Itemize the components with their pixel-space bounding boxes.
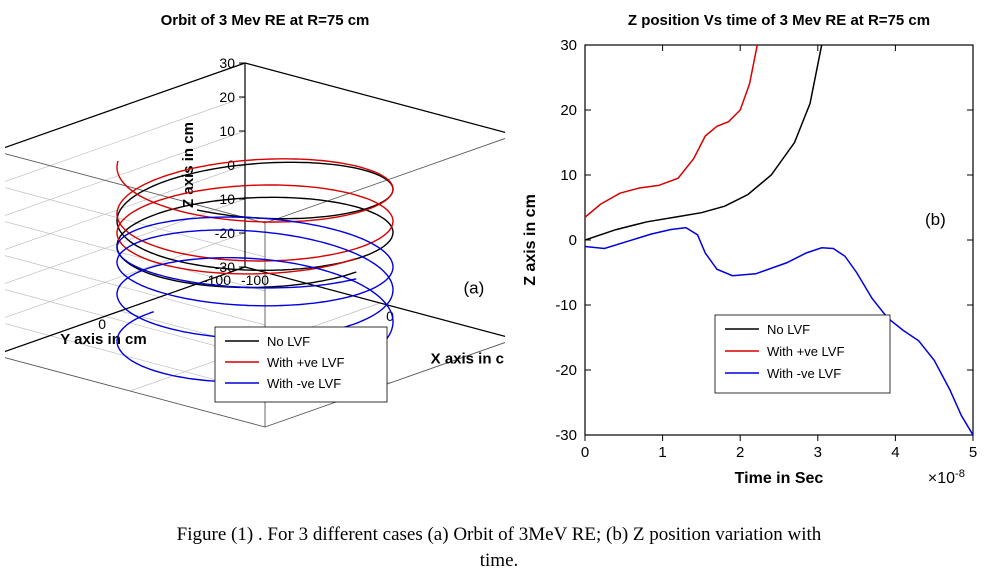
svg-text:20: 20 [560, 102, 577, 119]
svg-text:Z position Vs time of 3 Mev RE: Z position Vs time of 3 Mev RE at R=75 c… [628, 12, 930, 29]
svg-text:30: 30 [219, 55, 235, 71]
panel-b-z-vs-time: Z position Vs time of 3 Mev RE at R=75 c… [513, 5, 993, 510]
svg-text:0: 0 [227, 157, 235, 173]
svg-text:With +ve LVF: With +ve LVF [767, 344, 844, 359]
svg-text:No LVF: No LVF [267, 334, 310, 349]
svg-text:(b): (b) [925, 210, 946, 229]
svg-text:Z axis in cm: Z axis in cm [522, 194, 539, 286]
svg-text:Y axis in cm: Y axis in cm [60, 331, 146, 348]
svg-text:(a): (a) [464, 278, 485, 297]
svg-text:Z axis in cm: Z axis in cm [180, 122, 197, 208]
svg-text:4: 4 [891, 444, 899, 461]
panel-a-3d-orbit: Orbit of 3 Mev RE at R=75 cm-30-20-10010… [5, 5, 505, 510]
svg-text:-10: -10 [555, 297, 577, 314]
svg-text:0: 0 [98, 316, 106, 332]
caption-line1: Figure (1) . For 3 different cases (a) O… [177, 524, 822, 545]
svg-text:1: 1 [658, 444, 666, 461]
svg-text:20: 20 [219, 89, 235, 105]
svg-text:0: 0 [581, 444, 589, 461]
svg-text:30: 30 [560, 37, 577, 54]
figure-caption: Figure (1) . For 3 different cases (a) O… [5, 522, 993, 573]
svg-text:No LVF: No LVF [767, 322, 810, 337]
svg-text:Orbit of 3 Mev RE at R=75 cm: Orbit of 3 Mev RE at R=75 cm [161, 12, 370, 29]
svg-text:5: 5 [969, 444, 977, 461]
svg-text:Time in Sec: Time in Sec [735, 470, 824, 487]
svg-text:-20: -20 [555, 362, 577, 379]
svg-text:-20: -20 [215, 225, 235, 241]
svg-text:With +ve LVF: With +ve LVF [267, 355, 344, 370]
svg-text:-30: -30 [555, 427, 577, 444]
svg-text:0: 0 [569, 232, 577, 249]
svg-text:With -ve LVF: With -ve LVF [267, 376, 341, 391]
svg-text:2: 2 [736, 444, 744, 461]
svg-text:With -ve LVF: With -ve LVF [767, 366, 841, 381]
svg-text:X axis in cm: X axis in cm [431, 350, 505, 367]
svg-text:×10-8: ×10-8 [928, 468, 965, 487]
svg-text:3: 3 [814, 444, 822, 461]
svg-text:10: 10 [219, 123, 235, 139]
svg-text:10: 10 [560, 167, 577, 184]
caption-line2: time. [480, 550, 519, 571]
